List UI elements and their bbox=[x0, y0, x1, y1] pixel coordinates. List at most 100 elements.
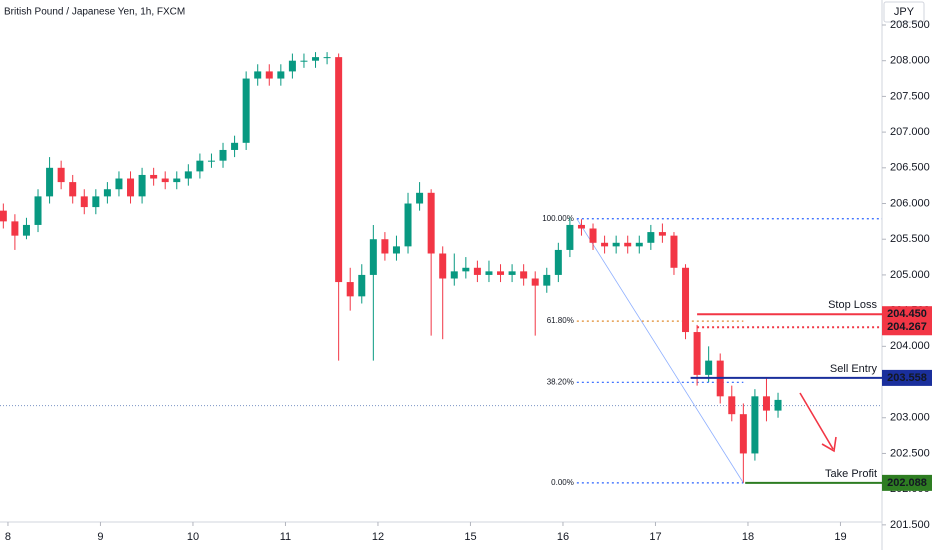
candle-body bbox=[103, 189, 111, 197]
fib-label: 100.00% bbox=[542, 214, 574, 223]
candle-body bbox=[762, 396, 770, 411]
arrow bbox=[799, 392, 837, 453]
x-tick-label: 11 bbox=[280, 531, 291, 543]
candle-body bbox=[693, 332, 701, 375]
candle-body bbox=[416, 192, 424, 204]
candle-body bbox=[57, 167, 65, 183]
x-tick-label: 18 bbox=[742, 531, 754, 543]
candle-body bbox=[554, 249, 562, 275]
chart-title: British Pound / Japanese Yen, 1h, FXCM bbox=[4, 7, 185, 18]
x-tick-label: 16 bbox=[557, 531, 569, 543]
candle-body bbox=[265, 71, 273, 79]
price-badge-label: 203.558 bbox=[887, 372, 927, 384]
candle-body bbox=[92, 196, 100, 208]
candle-body bbox=[739, 414, 747, 454]
candle-body bbox=[161, 178, 169, 183]
fib-label: 0.00% bbox=[551, 478, 574, 487]
candle-body bbox=[69, 182, 77, 197]
candle-body bbox=[751, 396, 759, 454]
candle-body bbox=[485, 271, 493, 275]
y-tick-label: 207.000 bbox=[890, 126, 930, 138]
candle-body bbox=[439, 253, 447, 279]
fib-trend bbox=[576, 218, 744, 484]
level-name: Stop Loss bbox=[828, 299, 877, 311]
price-badge bbox=[882, 306, 932, 323]
y-tick-label: 204.000 bbox=[890, 340, 930, 352]
price-badge-label: 204.450 bbox=[887, 308, 927, 320]
x-tick-label: 9 bbox=[97, 531, 103, 543]
fib-label: 61.80% bbox=[547, 316, 574, 325]
candle-body bbox=[577, 224, 585, 229]
candle-body bbox=[520, 271, 528, 279]
y-tick-label: 208.500 bbox=[890, 19, 930, 31]
price-badge-label: 202.088 bbox=[887, 477, 927, 489]
candle-body bbox=[184, 171, 192, 179]
candle-body bbox=[381, 239, 389, 254]
price-badge-label: 204.267 bbox=[887, 321, 927, 333]
candle-body bbox=[728, 396, 736, 415]
candle-body bbox=[358, 274, 366, 297]
x-tick-label: 12 bbox=[372, 531, 384, 543]
candle-body bbox=[207, 160, 215, 162]
candle-body bbox=[11, 221, 19, 236]
price-badge bbox=[882, 319, 932, 336]
y-tick-label: 208.000 bbox=[890, 55, 930, 67]
candle-body bbox=[427, 192, 435, 254]
x-tick-label: 15 bbox=[464, 531, 476, 543]
candle-body bbox=[254, 71, 262, 79]
x-tick-label: 17 bbox=[649, 531, 661, 543]
candle-body bbox=[601, 242, 609, 247]
level-name: Sell Entry bbox=[830, 363, 878, 375]
fib-label: 38.20% bbox=[547, 377, 574, 386]
candle-body bbox=[277, 71, 285, 79]
candle-body bbox=[46, 167, 54, 197]
candle-body bbox=[323, 57, 331, 59]
currency-box bbox=[883, 1, 925, 23]
candle-body bbox=[670, 235, 678, 268]
candle-body bbox=[612, 242, 620, 247]
candle-body bbox=[462, 267, 470, 272]
x-tick-label: 8 bbox=[5, 531, 11, 543]
candle-body bbox=[774, 399, 782, 411]
level-name: Take Profit bbox=[825, 468, 877, 480]
candle-body bbox=[682, 267, 690, 333]
candle-body bbox=[0, 210, 7, 222]
candle-body bbox=[196, 160, 204, 172]
candle-body bbox=[300, 60, 308, 62]
candle-body bbox=[173, 178, 181, 183]
candle-body bbox=[231, 142, 239, 150]
candle-body bbox=[543, 274, 551, 286]
candle-body bbox=[392, 246, 400, 254]
price-badge bbox=[882, 474, 932, 491]
candle-body bbox=[508, 271, 516, 275]
candle-body bbox=[34, 196, 42, 225]
x-tick-label: 10 bbox=[187, 531, 199, 543]
candle-body bbox=[450, 271, 458, 279]
candle-body bbox=[22, 224, 30, 236]
candle-body bbox=[404, 203, 412, 247]
candle-body bbox=[288, 60, 296, 72]
candle-body bbox=[138, 174, 146, 197]
candle-body bbox=[369, 239, 377, 275]
currency: JPY bbox=[894, 6, 915, 18]
candle-body bbox=[219, 149, 227, 161]
y-tick-label: 207.500 bbox=[890, 90, 930, 102]
candle-body bbox=[127, 178, 135, 197]
candle-body bbox=[497, 271, 505, 275]
candle-body bbox=[624, 242, 632, 247]
price-badge bbox=[882, 369, 932, 386]
candle-body bbox=[80, 196, 88, 208]
y-tick-label: 205.000 bbox=[890, 269, 930, 281]
candle-body bbox=[473, 267, 481, 275]
candle-body bbox=[658, 232, 666, 236]
candle-body bbox=[635, 242, 643, 247]
candle-body bbox=[705, 360, 713, 375]
candle-body bbox=[531, 278, 539, 286]
candle-body bbox=[242, 78, 250, 143]
candle-body bbox=[335, 57, 343, 283]
candle-body bbox=[346, 282, 354, 297]
y-tick-label: 206.500 bbox=[890, 162, 930, 174]
y-tick-label: 202.500 bbox=[890, 447, 930, 459]
candle-body bbox=[312, 57, 320, 61]
